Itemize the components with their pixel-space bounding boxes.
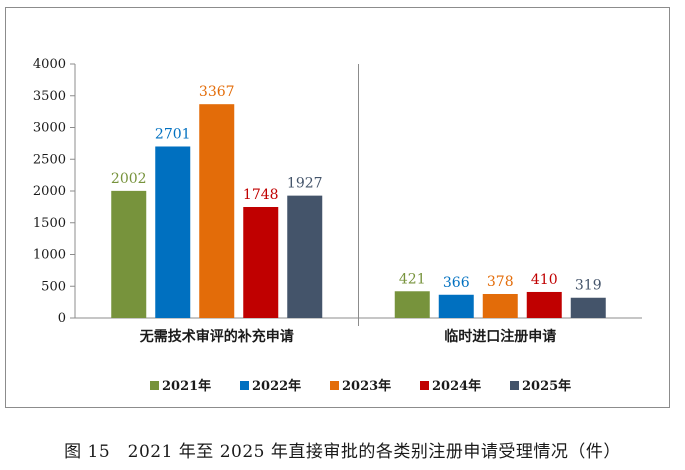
bar <box>394 291 430 318</box>
legend-label: 2021年 <box>162 378 211 394</box>
bar <box>111 190 147 318</box>
figure-caption: 图 15 2021 年至 2025 年直接审批的各类别注册申请受理情况（件） <box>64 442 621 462</box>
x-category-label: 临时进口注册申请 <box>444 328 556 345</box>
data-label: 2701 <box>155 126 191 142</box>
legend-label: 2024年 <box>432 378 481 394</box>
y-tick-label: 3500 <box>33 89 66 104</box>
legend-swatch <box>330 381 339 390</box>
y-tick-label: 500 <box>41 279 66 294</box>
y-tick-label: 3000 <box>33 121 66 136</box>
data-label: 366 <box>443 275 470 291</box>
x-category-label: 无需技术审评的补充申请 <box>139 328 294 345</box>
y-tick-label: 2000 <box>33 184 66 199</box>
legend-label: 2025年 <box>522 378 571 394</box>
legend-label: 2022年 <box>252 378 301 394</box>
bar-chart: 0 500 1000 1500 2000 2500 3000 3500 4000 2002 2701… <box>33 57 642 394</box>
legend-swatch <box>510 381 519 390</box>
bar <box>287 195 323 318</box>
legend-swatch <box>420 381 429 390</box>
y-tick-label: 1000 <box>33 248 66 263</box>
bar <box>155 146 191 318</box>
data-label: 378 <box>487 274 514 290</box>
data-label: 3367 <box>199 84 235 100</box>
data-label: 410 <box>531 272 558 288</box>
bar <box>199 104 235 319</box>
y-tick-label: 1500 <box>33 216 66 231</box>
data-label: 1748 <box>243 187 279 203</box>
bar <box>482 293 518 318</box>
data-label: 319 <box>575 278 602 294</box>
legend-swatch <box>150 381 159 390</box>
data-label: 2002 <box>111 171 147 187</box>
bar <box>243 207 279 318</box>
bar <box>438 294 474 318</box>
bar <box>526 291 562 318</box>
data-label: 1927 <box>287 176 323 192</box>
y-tick-label: 0 <box>58 311 66 326</box>
y-tick-label: 2500 <box>33 152 66 167</box>
y-tick-label: 4000 <box>33 57 66 72</box>
data-label: 421 <box>399 271 426 287</box>
bar <box>570 297 606 318</box>
legend-swatch <box>240 381 249 390</box>
legend-label: 2023年 <box>342 378 391 394</box>
